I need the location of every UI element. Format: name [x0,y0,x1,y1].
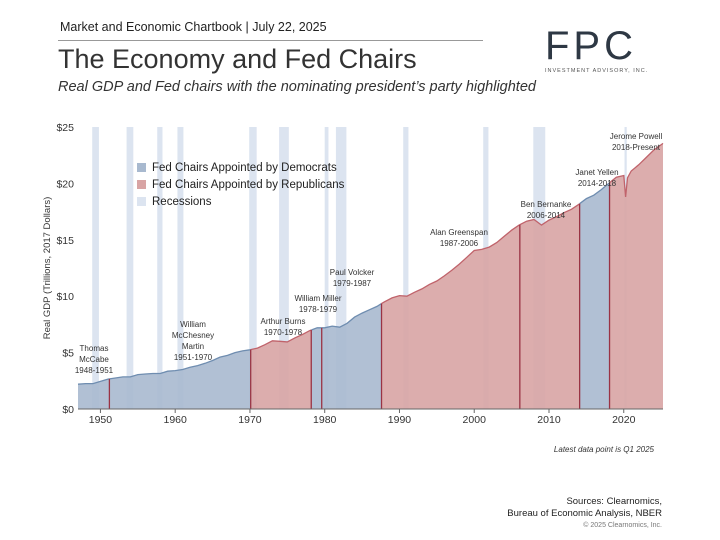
chair-annotation: 1948-1951 [75,366,114,375]
logo-text: FPC [545,24,637,68]
y-tick-label: $15 [56,235,74,247]
chair-annotation: McChesney [172,331,214,340]
chair-annotation: 2006-2014 [527,211,566,220]
legend-swatch [137,197,146,206]
y-tick-label: $25 [56,122,74,134]
x-tick-label: 1970 [238,414,262,426]
chair-annotation: Paul Volcker [330,268,375,277]
chartbook-header: Market and Economic Chartbook | July 22,… [60,20,327,34]
chair-area-janet-yellen [579,182,610,409]
legend-label: Fed Chairs Appointed by Democrats [152,162,337,174]
recession-band [177,127,184,409]
recession-band [324,127,329,409]
recession-band [126,127,134,409]
recession-band [403,127,409,409]
chair-annotation: Thomas [80,344,109,353]
recession-band [279,127,289,409]
gdp-line-segment [321,303,382,329]
legend-swatch [137,163,146,172]
sources-line-2: Bureau of Economic Analysis, NBER [507,508,662,519]
latest-data-note: Latest data point is Q1 2025 [553,445,654,454]
chair-annotation: 2014-2018 [578,179,617,188]
x-tick-label: 2010 [537,414,561,426]
copyright: © 2025 Clearnomics, Inc. [583,522,662,529]
chair-area-arthur-burns [250,330,312,409]
gdp-line-segment [519,203,581,226]
x-tick-label: 1980 [313,414,337,426]
gdp-line-segment [311,327,322,331]
y-tick-label: $0 [62,404,74,416]
gdp-line-segment [109,348,251,380]
chair-annotation: Alan Greenspan [430,228,488,237]
x-tick-label: 1950 [89,414,113,426]
legend-swatch [137,180,146,189]
chair-annotation: 1970-1978 [264,328,303,337]
chair-area-paul-volcker [321,303,382,409]
recession-band [92,127,99,409]
chair-annotation: Jerome Powell [610,132,663,141]
chair-annotation: Martin [182,342,204,351]
chair-area-william-mcchesney-martin [109,349,251,409]
header-divider [58,40,483,41]
gdp-line-segment [609,142,664,197]
chair-area-alan-greenspan [381,224,520,409]
legend-label: Recessions [152,196,212,208]
gdp-line-segment [250,329,312,351]
chair-annotation: 1987-2006 [440,239,479,248]
x-tick-label: 1960 [164,414,188,426]
gdp-line-segment [381,224,521,305]
x-tick-label: 1990 [388,414,412,426]
chair-annotation: 1978-1979 [299,305,338,314]
page-title: The Economy and Fed Chairs [58,44,417,74]
fpc-logo: FPC INVESTMENT ADVISORY, INC. [545,26,665,78]
recession-band [157,127,163,409]
chair-area-thomas-mccabe [78,378,110,409]
gdp-chart: $0 $5 $10 $15 $20 $25 1950 1960 1970 1980 1990 2000… [42,122,664,426]
legend-label: Fed Chairs Appointed by Republicans [152,179,345,191]
page-subtitle: Real GDP and Fed chairs with the nominat… [58,79,536,95]
sources: Sources: Clearnomics, Bureau of Economic… [507,496,662,520]
chair-area-william-miller [311,327,322,409]
chair-annotation: 2018-Present [612,143,661,152]
chair-area-ben-bernanke [519,203,580,409]
chair-area-jerome-powell [609,143,663,409]
chair-annotation: William [180,320,206,329]
chair-annotation: 1951-1970 [174,353,213,362]
logo-subtext: INVESTMENT ADVISORY, INC. [545,68,649,74]
recession-band [335,127,347,409]
y-axis-label: Real GDP (Trillions, 2017 Dollars) [42,197,53,340]
y-tick-label: $10 [56,291,74,303]
chair-annotation: McCabe [79,355,109,364]
gdp-line-segment [77,378,110,385]
chair-annotation: 1979-1987 [333,279,372,288]
chair-annotation: Ben Bernanke [521,200,572,209]
y-tick-label: $20 [56,178,74,190]
x-tick-label: 2000 [463,414,487,426]
sources-line-1: Sources: Clearnomics, [566,496,662,507]
chair-annotation: William Miller [294,294,341,303]
x-tick-label: 2020 [612,414,636,426]
recession-band [249,127,257,409]
y-tick-label: $5 [62,348,74,360]
chair-annotation: Arthur Burns [261,317,306,326]
chair-annotation: Janet Yellen [575,168,618,177]
